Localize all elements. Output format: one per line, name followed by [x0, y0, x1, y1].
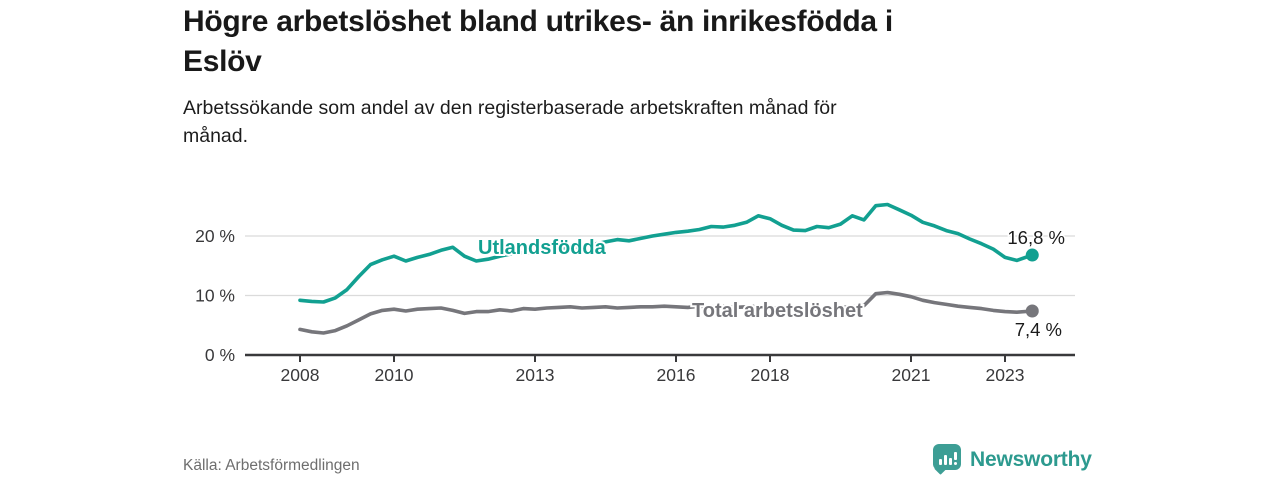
x-axis-label: 2021 [892, 365, 931, 385]
page-subtitle-line1: Arbetssökande som andel av den registerb… [183, 97, 837, 119]
bar-chart-icon [939, 452, 957, 465]
x-axis-label: 2008 [281, 365, 320, 385]
x-axis-label: 2023 [986, 365, 1025, 385]
series-label-total-arbetsl-shet: Total arbetslöshet [692, 300, 863, 322]
value-label-total-arbetsl-shet: 7,4 % [1015, 319, 1062, 340]
brand-wordmark: Newsworthy [970, 447, 1092, 471]
x-axis-label: 2010 [375, 365, 414, 385]
source-text: Källa: Arbetsförmedlingen [183, 457, 360, 474]
y-axis-label: 20 % [195, 226, 235, 246]
y-axis-label: 0 % [205, 345, 235, 365]
page-subtitle-line2: månad. [183, 125, 249, 147]
page-subtitle: Arbetssökande som andel av den registerb… [183, 94, 1043, 150]
page-title-line1: Högre arbetslöshet bland utrikes- än inr… [183, 5, 893, 38]
newsworthy-logo: Newsworthy [933, 444, 1092, 475]
series-line-utlandsf-dda [298, 202, 1035, 304]
series-end-dot-total-arbetsl-shet [1025, 304, 1039, 318]
value-label-utlandsf-dda: 16,8 % [1007, 227, 1065, 248]
series-label-utlandsf-dda: Utlandsfödda [478, 237, 607, 259]
x-axis-label: 2018 [751, 365, 790, 385]
newsworthy-icon [933, 444, 961, 475]
exclamation-glyph [954, 452, 957, 465]
x-axis-label: 2016 [657, 365, 696, 385]
y-axis-label: 10 % [195, 286, 235, 306]
series-line-total-arbetsl-shet [298, 290, 1035, 335]
x-axis-label: 2013 [516, 365, 555, 385]
series-end-dot-utlandsf-dda [1025, 248, 1039, 262]
page-title-line2: Eslöv [183, 45, 262, 78]
page-title: Högre arbetslöshet bland utrikes- än inr… [183, 2, 1103, 82]
